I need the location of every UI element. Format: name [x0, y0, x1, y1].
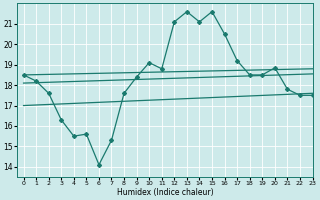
- X-axis label: Humidex (Indice chaleur): Humidex (Indice chaleur): [116, 188, 213, 197]
